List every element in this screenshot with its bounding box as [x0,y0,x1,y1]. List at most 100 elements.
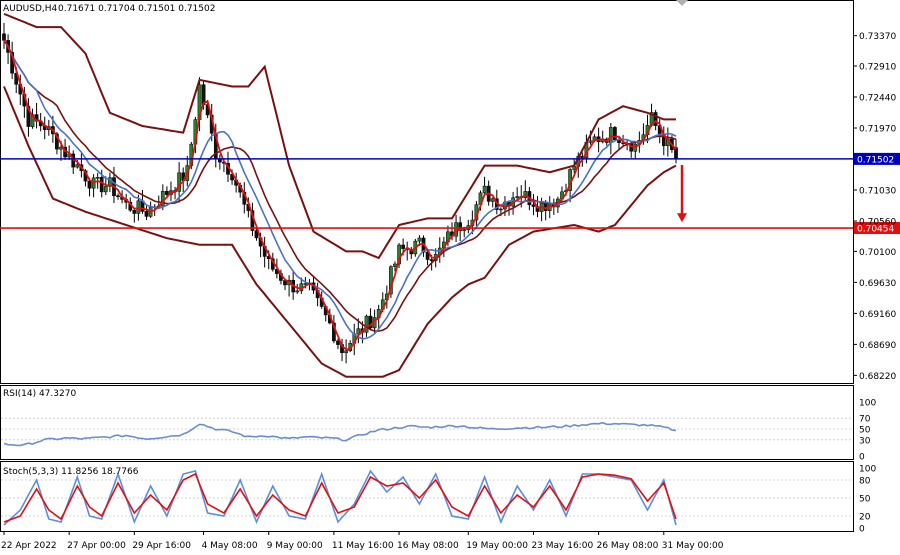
candle-body [462,229,467,231]
candle [633,142,638,159]
candle-body [674,147,678,160]
rsi-level-label: 0 [859,453,865,463]
down-arrow-icon [677,165,687,223]
price-plot [0,12,853,378]
candle-body [393,263,397,267]
candle-body [295,290,300,293]
candle [482,176,487,195]
time-tick-label: 26 May 08:00 [597,541,659,551]
candle [356,318,361,344]
candle [613,125,617,142]
price-panel: AUDUSD,H4 0.71671 0.71704 0.71501 0.7150… [0,0,900,384]
price-header-ohlc: 0.71671 0.71704 0.71501 0.71502 [58,4,215,14]
candle [515,187,520,200]
candle-body [425,251,430,260]
price-tick-label: 0.70560 [859,218,896,228]
current-price-tag-label: 0.71502 [857,155,894,165]
candle [177,162,181,203]
candle-body [515,196,520,198]
stoch-axis: 0 20 50 80 100 [859,465,876,535]
stoch-panel-frame [0,461,854,532]
time-tick-label: 27 Apr 00:00 [67,541,126,551]
candle-body [364,315,369,333]
price-axis: 0.71502 0.70454 0.73370 0.72910 0.72440 0.719… [853,32,900,382]
moving-average-slow [3,39,677,340]
current-price-tag [854,152,900,165]
rsi-line [3,421,677,447]
candle-body [59,146,63,150]
candle-body [75,164,80,168]
candle [425,249,430,266]
price-tick-label: 0.72910 [859,63,896,73]
target-level-tag-label: 0.70454 [857,225,894,235]
time-tick-label: 19 May 00:00 [466,541,528,551]
price-tick-label: 0.68690 [859,341,896,351]
candle-body [588,140,593,143]
candle-body [136,200,141,214]
candle-body [14,73,19,85]
candle [531,193,536,216]
candle-body [87,180,92,189]
rsi-panel-frame [0,385,854,460]
stoch-title: Stoch(5,3,3) 11.8256 18.7766 [3,467,139,477]
candle-body [95,177,100,179]
candle-body [99,177,104,193]
candle [116,193,120,200]
time-tick-label: 29 Apr 16:00 [132,541,191,551]
candle [462,227,467,238]
price-tick-label: 0.69630 [859,279,896,289]
candle-body [2,33,6,41]
candle-body [356,328,361,335]
candle-body [55,133,59,150]
price-tick-label: 0.69160 [859,310,896,320]
price-tick-label: 0.72440 [859,94,896,104]
stoch-signal-line [3,472,677,523]
candle-body [499,208,503,211]
candle-body [429,259,434,261]
rsi-level-label: 70 [859,415,871,425]
candle-body [397,244,401,265]
stoch-level-label: 80 [859,477,871,487]
candle-body [116,195,120,197]
time-tick-label: 22 Apr 2022 [1,541,57,551]
candle [254,228,259,241]
price-tick-label: 0.70100 [859,248,896,258]
rsi-level-label: 50 [859,426,871,436]
candle [344,339,348,364]
candle-body [103,186,108,193]
price-header-symbol: AUDUSD,H4 [3,4,58,14]
stoch-level-label: 100 [859,465,876,475]
candle-body [608,127,613,143]
candle [144,205,149,221]
candle-body [132,210,137,214]
price-tick-label: 0.73370 [859,32,896,42]
time-tick-label: 31 May 00:00 [662,541,724,551]
bollinger-lower-band [3,86,677,378]
candle-body [482,185,487,194]
price-tick-label: 0.71030 [859,187,896,197]
time-tick-label: 23 May 16:00 [531,541,593,551]
candle-body [653,112,658,126]
candle-body [531,204,536,207]
stoch-level-label: 20 [859,513,871,523]
time-tick-label: 16 May 08:00 [397,541,459,551]
rsi-level-label: 30 [859,436,871,446]
time-tick-label: 9 May 00:00 [267,541,323,551]
candle-body [344,350,348,354]
price-tick-label: 0.68220 [859,372,896,382]
candle-body [409,249,414,255]
candle-body [254,230,259,239]
scroll-shift-icon[interactable] [676,0,688,6]
candle-body [633,143,638,152]
candle [397,243,401,269]
candle-body [108,177,112,187]
candle [295,283,300,294]
price-tick-label: 0.71970 [859,125,896,135]
time-axis: 22 Apr 2022 27 Apr 00:00 29 Apr 16:00 4 May… [1,531,724,551]
candle-body [417,237,422,242]
stoch-main-line [3,469,677,526]
target-level-tag [854,222,900,235]
candle-body [368,315,373,329]
